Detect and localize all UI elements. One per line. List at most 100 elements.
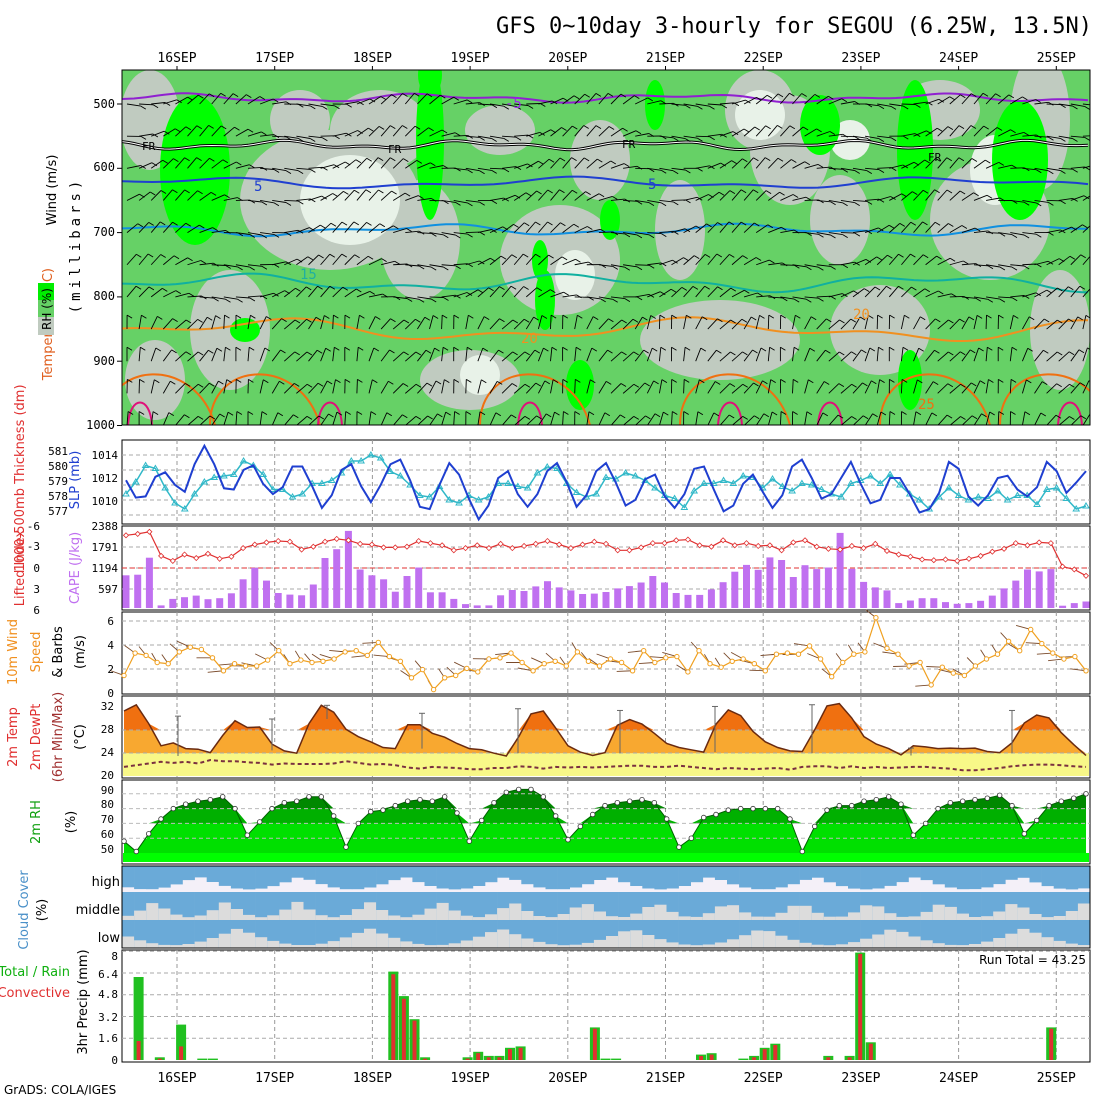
- wind-speed-point: [320, 658, 326, 664]
- wind-barb-flag: [273, 202, 280, 207]
- wind-barb-flag: [140, 136, 147, 140]
- wind-barb-flag: [435, 380, 442, 385]
- wind-barb: [489, 255, 502, 266]
- thickness-point: [817, 485, 826, 492]
- thickness-point: [357, 457, 365, 464]
- wind-barb: [538, 221, 548, 233]
- wind-barb-flag: [922, 189, 929, 194]
- wind-barb: [719, 414, 730, 425]
- wind-barb: [949, 295, 964, 298]
- wind-barb-flag: [273, 169, 280, 173]
- wind-barb: [889, 164, 904, 169]
- wind-barb: [175, 383, 186, 394]
- wind-barb-flag: [901, 193, 907, 198]
- wind-speed-line: [123, 615, 1087, 691]
- wind-barb-flag: [754, 126, 760, 131]
- cape-bar: [661, 582, 668, 608]
- wind-barb: [550, 189, 560, 201]
- wind-barb: [392, 319, 405, 330]
- rh-gray-area: [810, 175, 870, 265]
- wind-barb: [368, 157, 379, 169]
- thickness-point: [543, 463, 552, 470]
- wind-speed-point: [486, 656, 492, 662]
- cloud-low-gap: [727, 939, 740, 948]
- wind-barb-flag: [830, 201, 836, 206]
- cloud-low-gap: [182, 944, 195, 948]
- wind-barb-flag: [1036, 169, 1042, 174]
- cloud-middle-gap: [1005, 904, 1018, 920]
- cloud-high-bar: [1077, 866, 1091, 889]
- wind-barb: [501, 224, 514, 233]
- wind-barb-flag: [1056, 351, 1063, 356]
- date-label: 22SEP: [744, 51, 783, 66]
- wind-barb-flag: [1079, 285, 1086, 290]
- wind-barb-flag: [356, 411, 363, 415]
- wind-barb: [840, 101, 855, 105]
- wind-barb: [646, 380, 655, 394]
- wind-barb: [973, 230, 988, 234]
- wind-barb-flag: [285, 170, 292, 174]
- cloud-low-gap: [509, 934, 522, 948]
- wind-barb: [1070, 224, 1083, 233]
- wind-barb-flag: [1080, 254, 1086, 259]
- wind-barb: [792, 161, 806, 169]
- wind-barb-flag: [500, 255, 507, 260]
- wind-barb: [308, 195, 322, 201]
- cloud-low-bar: [969, 920, 982, 948]
- wind-barb-flag: [432, 315, 439, 319]
- cape-bar: [520, 591, 528, 608]
- wind-barb-flag: [403, 158, 409, 162]
- wind-barb-flag: [391, 94, 397, 98]
- wind-barb: [623, 200, 638, 202]
- wind-barb-flag: [310, 105, 316, 110]
- cape-bar: [274, 593, 282, 608]
- cloud-middle-bar: [981, 892, 994, 920]
- thickness-point: [523, 484, 532, 491]
- wind-speed-point: [773, 651, 780, 657]
- wind-barb-flag: [1043, 349, 1049, 354]
- wind-barb-flag: [330, 222, 337, 227]
- wind-barb: [211, 229, 226, 234]
- wind-barb-flag: [272, 98, 279, 103]
- wind-barb-flag: [932, 381, 939, 385]
- cloud-low-gap: [835, 944, 849, 948]
- wind-barb-flag: [918, 347, 924, 352]
- cloud-low-gap: [400, 941, 413, 948]
- cloud-middle-gap: [218, 902, 232, 920]
- temp-line: [123, 702, 1087, 757]
- wind-barb: [453, 411, 456, 425]
- wind-barb: [465, 315, 469, 330]
- cloud-low-bar: [932, 920, 946, 948]
- wind-barb-flag: [162, 159, 168, 164]
- wind-speed-point: [1028, 626, 1034, 633]
- wind-barb-flag: [208, 349, 214, 354]
- cloud-high-bar: [436, 866, 449, 889]
- contour-label: 20: [521, 331, 538, 347]
- cape-bar: [614, 588, 622, 608]
- wind-barb: [804, 264, 819, 268]
- thickness-point: [798, 479, 806, 486]
- wind-barb-flag: [468, 314, 474, 319]
- wind-barb: [1058, 226, 1072, 234]
- wind-barb: [1058, 197, 1073, 201]
- wind-barb-flag: [795, 314, 801, 319]
- wind-barb-flag: [225, 298, 231, 303]
- cloud-high-bar: [255, 866, 268, 889]
- cape-bar: [403, 576, 411, 608]
- wind-barb-flag: [402, 414, 408, 419]
- rh-green-area: [898, 350, 922, 410]
- wind-barb-flag: [550, 289, 556, 293]
- wind-barb-flag: [425, 349, 432, 354]
- wind-barb-flag: [854, 261, 860, 266]
- wind-barb-flag: [730, 351, 736, 356]
- wind-barb-flag: [424, 316, 431, 321]
- wind-speed-point: [961, 672, 968, 679]
- wind-barb: [961, 158, 973, 169]
- wind-barb-flag: [752, 189, 759, 194]
- wind-barb: [441, 347, 444, 362]
- wind-barb-flag: [523, 318, 530, 323]
- rh-green-area: [800, 95, 840, 155]
- wind-speed-point: [1050, 650, 1056, 656]
- wind-barb: [199, 262, 214, 266]
- wind-barb-flag: [561, 127, 567, 131]
